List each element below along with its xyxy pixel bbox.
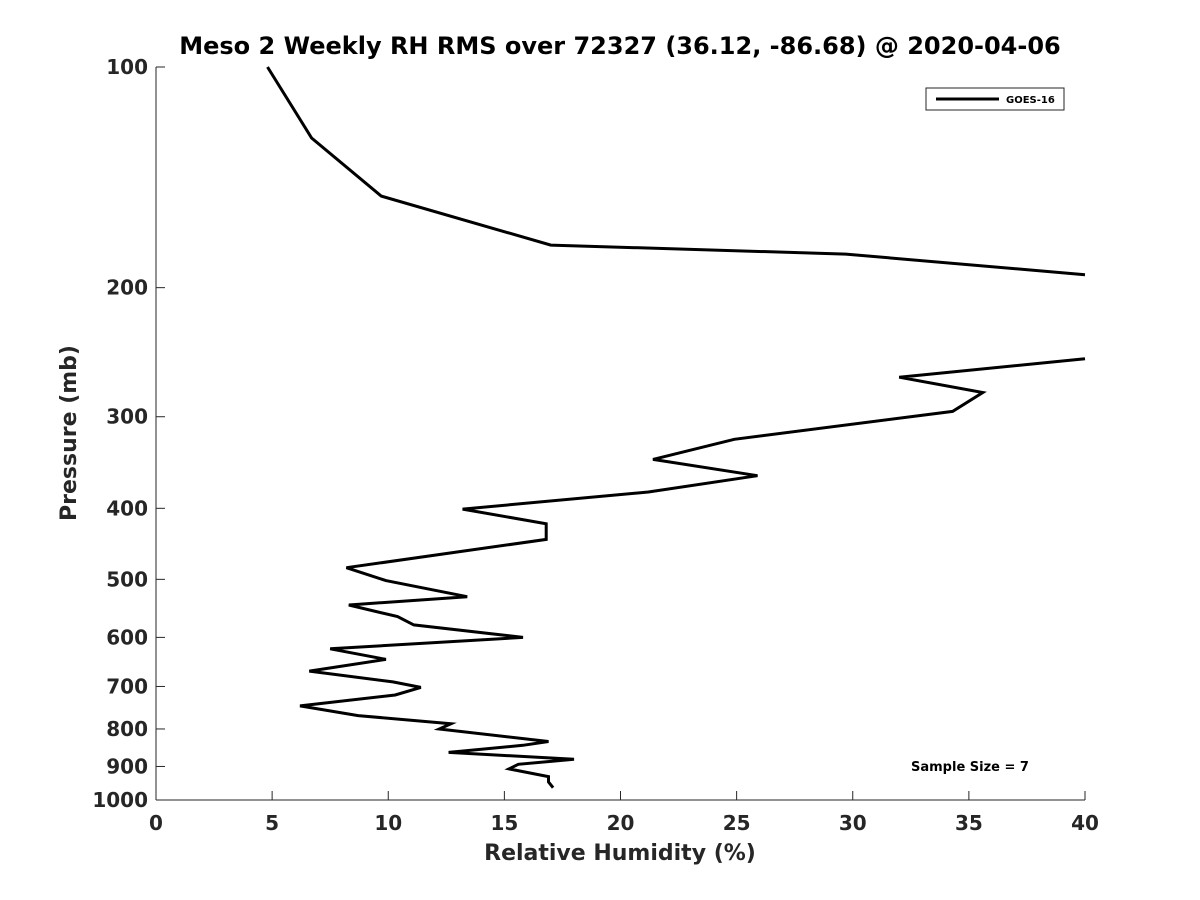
y-tick-label: 200 — [106, 276, 148, 300]
y-tick-label: 100 — [106, 55, 148, 79]
legend-label-goes-16: GOES-16 — [1006, 95, 1055, 106]
series-line-goes-16-segment-1 — [266, 66, 1086, 277]
x-tick-label: 15 — [490, 811, 518, 835]
x-tick-label: 10 — [374, 811, 402, 835]
x-axis-label: Relative Humidity (%) — [484, 841, 756, 866]
series-layer — [266, 66, 1086, 789]
y-tick-label: 300 — [106, 405, 148, 429]
y-tick-label: 400 — [106, 496, 148, 520]
y-axis-ticks: 100 200 300 400 500 600 700 800 900 1000 — [92, 55, 165, 812]
x-tick-label: 30 — [839, 811, 867, 835]
y-tick-label: 800 — [106, 717, 148, 741]
legend: GOES-16 — [925, 87, 1065, 111]
x-tick-label: 35 — [955, 811, 983, 835]
y-tick-label: 500 — [106, 567, 148, 591]
x-tick-label: 40 — [1071, 811, 1099, 835]
y-tick-label: 1000 — [92, 788, 148, 812]
y-axis-label: Pressure (mb) — [57, 345, 82, 521]
y-tick-label: 600 — [106, 625, 148, 649]
y-tick-label: 900 — [106, 754, 148, 778]
chart-title: Meso 2 Weekly RH RMS over 72327 (36.12, … — [179, 32, 1061, 60]
x-tick-label: 25 — [723, 811, 751, 835]
series-line-goes-16-segment-2 — [299, 357, 1086, 789]
x-tick-label: 5 — [265, 811, 279, 835]
x-tick-label: 0 — [149, 811, 163, 835]
y-tick-label: 700 — [106, 674, 148, 698]
x-tick-label: 20 — [607, 811, 635, 835]
x-axis-ticks: 0 5 10 15 20 25 30 35 40 — [149, 791, 1099, 835]
sample-size-annotation: Sample Size = 7 — [911, 760, 1029, 775]
